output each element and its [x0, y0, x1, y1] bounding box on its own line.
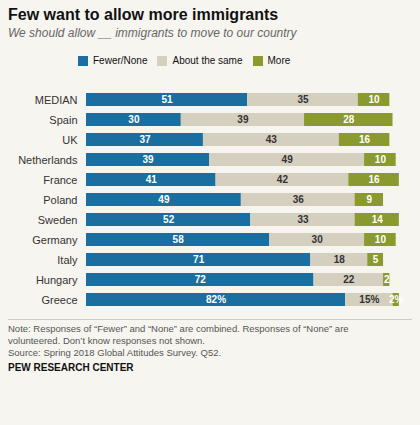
svg-text:Sweden: Sweden — [38, 214, 78, 226]
svg-text:41: 41 — [146, 174, 158, 185]
svg-text:37: 37 — [139, 134, 151, 145]
svg-text:16: 16 — [359, 134, 371, 145]
html-text:Fewer/None: Fewer/None — [93, 55, 148, 66]
svg-text:42: 42 — [277, 174, 289, 185]
svg-text:39: 39 — [143, 154, 155, 165]
svg-text:22: 22 — [343, 274, 355, 285]
svg-text:Italy: Italy — [57, 254, 78, 266]
svg-text:52: 52 — [163, 214, 175, 225]
svg-text:30: 30 — [312, 234, 324, 245]
html-text:Note: Responses of “Fewer” and: Note: Responses of “Fewer” and “None” ar… — [8, 323, 349, 334]
html-text:volunteered. Don’t know respon: volunteered. Don’t know responses not sh… — [8, 334, 205, 346]
svg-text:2: 2 — [384, 274, 390, 285]
html-text:We should allow __ immigrants: We should allow __ immigrants to move to… — [8, 26, 297, 40]
svg-text:28: 28 — [343, 114, 355, 125]
svg-text:35: 35 — [297, 94, 309, 105]
svg-text:71: 71 — [193, 254, 205, 265]
svg-text:2%: 2% — [389, 294, 404, 305]
svg-text:33: 33 — [297, 214, 309, 225]
svg-text:France: France — [43, 174, 77, 186]
svg-text:39: 39 — [237, 114, 249, 125]
svg-text:10: 10 — [375, 154, 387, 165]
svg-text:10: 10 — [368, 94, 380, 105]
html-text:About the same: About the same — [172, 55, 243, 66]
svg-text:Netherlands: Netherlands — [18, 154, 78, 166]
svg-text:14: 14 — [372, 214, 384, 225]
svg-text:36: 36 — [293, 194, 305, 205]
html-text:PEW RESEARCH CENTER: PEW RESEARCH CENTER — [8, 361, 134, 373]
svg-text:Hungary: Hungary — [36, 274, 78, 286]
svg-text:49: 49 — [282, 154, 294, 165]
svg-text:UK: UK — [62, 134, 78, 146]
svg-text:15%: 15% — [359, 294, 379, 305]
svg-text:16: 16 — [368, 174, 380, 185]
svg-text:5: 5 — [373, 254, 379, 265]
svg-text:Greece: Greece — [41, 294, 77, 306]
svg-text:72: 72 — [195, 274, 207, 285]
svg-text:Spain: Spain — [49, 114, 77, 126]
svg-text:18: 18 — [334, 254, 346, 265]
svg-text:Germany: Germany — [32, 234, 78, 246]
html-text:Source: Spring 2018 Global Att: Source: Spring 2018 Global Attitudes Sur… — [8, 346, 222, 358]
svg-text:49: 49 — [158, 194, 170, 205]
svg-text:MEDIAN: MEDIAN — [35, 94, 78, 106]
html-text:More: More — [267, 55, 291, 66]
html-text:Few want to allow more immigra: Few want to allow more immigrants — [8, 6, 279, 23]
svg-text:82%: 82% — [206, 294, 226, 305]
svg-text:9: 9 — [367, 194, 373, 205]
svg-text:43: 43 — [266, 134, 278, 145]
svg-text:30: 30 — [128, 114, 140, 125]
svg-text:Poland: Poland — [43, 194, 77, 206]
svg-text:51: 51 — [162, 94, 174, 105]
svg-text:58: 58 — [173, 234, 185, 245]
svg-text:10: 10 — [375, 234, 387, 245]
